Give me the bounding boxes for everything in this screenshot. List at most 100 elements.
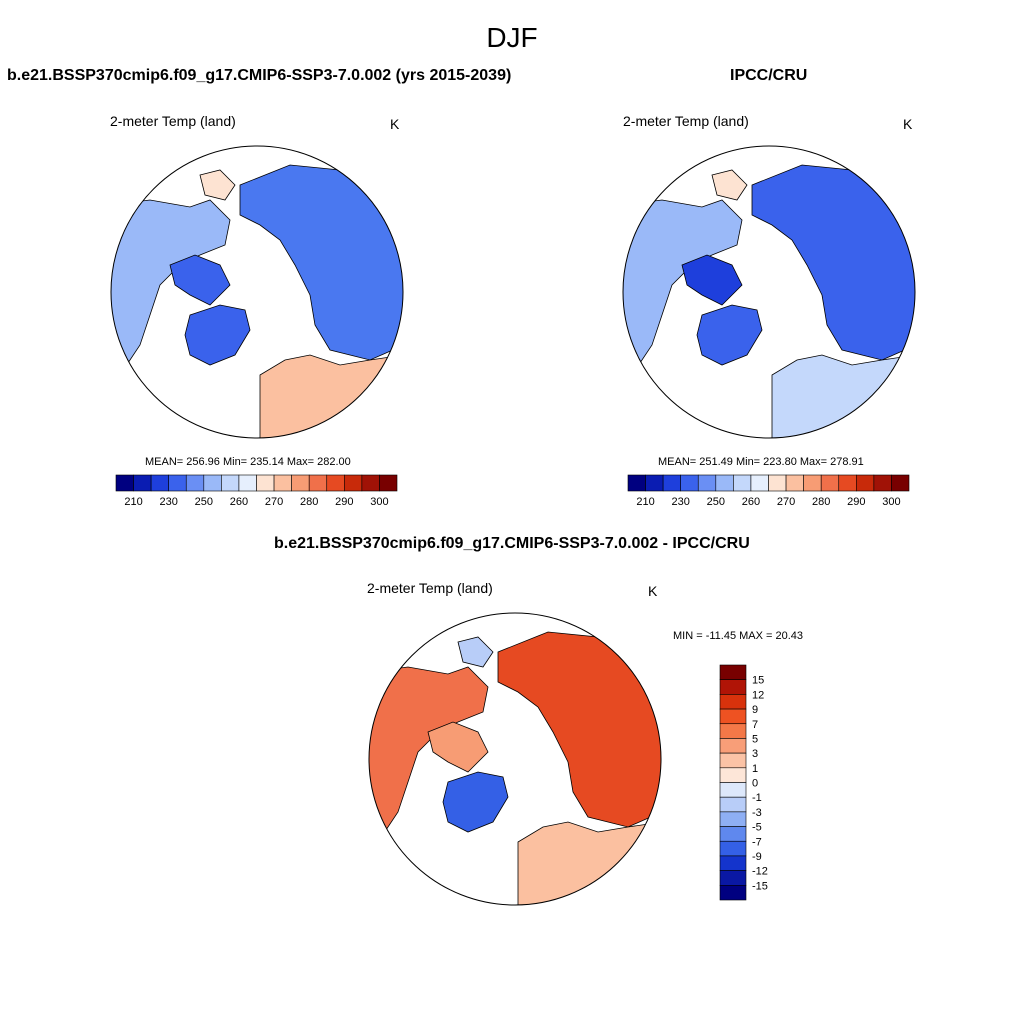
greenland-land bbox=[184, 304, 251, 366]
obs-colorbar-ticks: 210 230 250 260 270 280 290 300 bbox=[636, 496, 900, 508]
colorbar-swatch bbox=[719, 885, 747, 901]
arctic-archipelago-land bbox=[427, 721, 489, 773]
obs-colorbar bbox=[627, 474, 910, 492]
colorbar-swatch bbox=[379, 474, 398, 492]
greenland-land bbox=[442, 771, 509, 833]
colorbar-tick-label: -12 bbox=[752, 866, 768, 878]
obs-units-label: K bbox=[903, 116, 913, 132]
colorbar-swatch bbox=[719, 694, 747, 710]
colorbar-tick-label: -5 bbox=[752, 822, 762, 834]
colorbar-tick-label: 260 bbox=[742, 496, 760, 508]
alaska-land bbox=[711, 169, 748, 201]
colorbar-tick-label: 250 bbox=[707, 496, 725, 508]
colorbar-swatch bbox=[785, 474, 804, 492]
colorbar-swatch bbox=[838, 474, 857, 492]
model-units-label: K bbox=[390, 116, 400, 132]
colorbar-swatch bbox=[719, 811, 747, 827]
model-variable-label: 2-meter Temp (land) bbox=[110, 113, 236, 129]
model-stats: MEAN= 256.96 Min= 235.14 Max= 282.00 bbox=[145, 456, 351, 468]
colorbar-swatch bbox=[719, 664, 747, 680]
colorbar-swatch bbox=[168, 474, 187, 492]
colorbar-swatch bbox=[326, 474, 345, 492]
colorbar-swatch bbox=[719, 796, 747, 813]
obs-panel-title: IPCC/CRU bbox=[730, 67, 808, 84]
colorbar-swatch bbox=[308, 474, 328, 492]
colorbar-swatch bbox=[133, 474, 152, 492]
colorbar-swatch bbox=[719, 767, 747, 783]
colorbar-tick-label: 210 bbox=[124, 496, 142, 508]
colorbar-swatch bbox=[719, 855, 747, 871]
model-panel-title: b.e21.BSSP370cmip6.f09_g17.CMIP6-SSP3-7.… bbox=[7, 67, 512, 84]
colorbar-swatch bbox=[719, 826, 747, 842]
colorbar-tick-label: 300 bbox=[370, 496, 388, 508]
colorbar-tick-label: 3 bbox=[752, 748, 758, 760]
map-boundary-circle bbox=[110, 145, 404, 439]
diff-variable-label: 2-meter Temp (land) bbox=[367, 580, 493, 596]
colorbar-swatch bbox=[733, 474, 752, 492]
obs-polar-map bbox=[622, 145, 916, 439]
colorbar-tick-label: 5 bbox=[752, 733, 758, 745]
colorbar-swatch bbox=[820, 474, 840, 492]
colorbar-tick-label: 12 bbox=[752, 689, 764, 701]
map-boundary-circle bbox=[622, 145, 916, 439]
colorbar-swatch bbox=[719, 738, 747, 754]
arctic-archipelago-land bbox=[169, 254, 231, 306]
colorbar-swatch bbox=[256, 474, 275, 492]
colorbar-swatch bbox=[715, 474, 734, 492]
colorbar-tick-label: 260 bbox=[230, 496, 248, 508]
diff-units-label: K bbox=[648, 583, 658, 599]
colorbar-swatch bbox=[719, 708, 747, 725]
colorbar-tick-label: -9 bbox=[752, 851, 762, 863]
model-polar-map bbox=[110, 145, 404, 439]
season-title: DJF bbox=[486, 22, 538, 53]
colorbar-swatch bbox=[856, 474, 875, 492]
colorbar-swatch bbox=[680, 474, 699, 492]
colorbar-swatch bbox=[185, 474, 205, 492]
colorbar-tick-label: 280 bbox=[812, 496, 830, 508]
colorbar-tick-label: 280 bbox=[300, 496, 318, 508]
colorbar-tick-label: -15 bbox=[752, 880, 768, 892]
colorbar-tick-label: 9 bbox=[752, 704, 758, 716]
colorbar-swatch bbox=[719, 870, 747, 886]
colorbar-tick-label: -3 bbox=[752, 807, 762, 819]
colorbar-swatch bbox=[221, 474, 240, 492]
colorbar-tick-label: 290 bbox=[335, 496, 353, 508]
colorbar-tick-label: 300 bbox=[882, 496, 900, 508]
colorbar-swatch bbox=[273, 474, 292, 492]
colorbar-swatch bbox=[150, 474, 169, 492]
colorbar-swatch bbox=[238, 474, 257, 492]
greenland-land bbox=[696, 304, 763, 366]
colorbar-swatch bbox=[291, 474, 310, 492]
colorbar-tick-label: 0 bbox=[752, 778, 758, 790]
colorbar-swatch bbox=[645, 474, 664, 492]
arctic-archipelago-land bbox=[681, 254, 743, 306]
colorbar-tick-label: 270 bbox=[777, 496, 795, 508]
colorbar-swatch bbox=[344, 474, 363, 492]
colorbar-tick-label: 210 bbox=[636, 496, 654, 508]
colorbar-tick-label: -1 bbox=[752, 792, 762, 804]
alaska-land bbox=[199, 169, 236, 201]
colorbar-swatch bbox=[662, 474, 681, 492]
colorbar-swatch bbox=[719, 679, 747, 695]
colorbar-tick-label: 230 bbox=[160, 496, 178, 508]
colorbar-swatch bbox=[203, 474, 222, 492]
colorbar-tick-label: 250 bbox=[195, 496, 213, 508]
colorbar-swatch bbox=[719, 840, 747, 857]
colorbar-tick-label: 270 bbox=[265, 496, 283, 508]
colorbar-swatch bbox=[768, 474, 787, 492]
colorbar-swatch bbox=[115, 474, 134, 492]
colorbar-swatch bbox=[361, 474, 380, 492]
colorbar-swatch bbox=[803, 474, 822, 492]
alaska-land bbox=[457, 636, 494, 668]
diff-colorbar: 15 12 9 7 5 3 1 0 -1 -3 -5 -7 -9 -12 -15 bbox=[719, 664, 768, 901]
colorbar-swatch bbox=[719, 723, 747, 739]
model-colorbar bbox=[115, 474, 398, 492]
colorbar-tick-label: -7 bbox=[752, 836, 762, 848]
obs-stats: MEAN= 251.49 Min= 223.80 Max= 278.91 bbox=[658, 456, 864, 468]
colorbar-swatch bbox=[750, 474, 769, 492]
colorbar-swatch bbox=[719, 752, 747, 769]
colorbar-tick-label: 230 bbox=[672, 496, 690, 508]
colorbar-tick-label: 1 bbox=[752, 763, 758, 775]
colorbar-tick-label: 290 bbox=[847, 496, 865, 508]
diff-stats: MIN = -11.45 MAX = 20.43 bbox=[673, 630, 804, 642]
